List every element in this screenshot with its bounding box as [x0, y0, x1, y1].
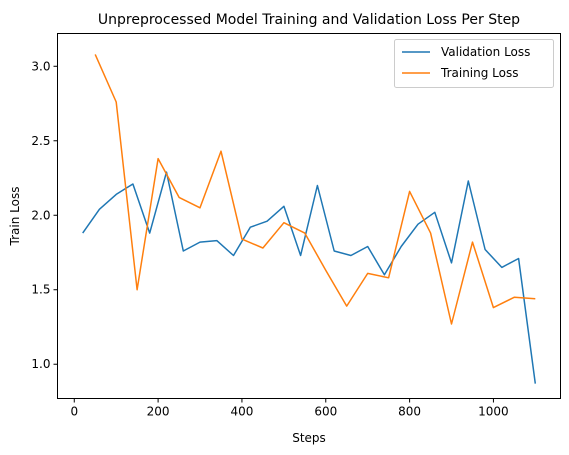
- x-axis-label: Steps: [292, 431, 326, 445]
- chart-title: Unpreprocessed Model Training and Valida…: [98, 12, 520, 28]
- legend-box: [394, 39, 554, 88]
- y-tick-label: 1.0: [31, 357, 50, 371]
- y-tick-label: 3.0: [31, 59, 50, 73]
- y-axis-ticks: 1.0 1.5 2.0 2.5 3.0: [31, 59, 58, 371]
- legend-label-validation: Validation Loss: [441, 45, 530, 59]
- y-axis-label: Train Loss: [8, 187, 22, 247]
- x-tick-label: 600: [314, 405, 337, 419]
- y-tick-label: 2.0: [31, 208, 50, 222]
- series-lines: [82, 54, 537, 384]
- legend: Validation Loss Training Loss: [394, 39, 554, 88]
- x-axis-ticks: 0 200 400 600 800 1000: [70, 398, 509, 419]
- plot-area: [57, 33, 561, 399]
- x-tick-label: 0: [70, 405, 78, 419]
- y-tick-label: 1.5: [31, 283, 50, 297]
- x-tick-label: 400: [230, 405, 253, 419]
- legend-label-training: Training Loss: [440, 66, 518, 80]
- series-line-validation-loss: [82, 171, 537, 384]
- plot-frame: [57, 33, 561, 399]
- x-tick-label: 1000: [478, 405, 509, 419]
- y-tick-label: 2.5: [31, 134, 50, 148]
- x-tick-label: 200: [147, 405, 170, 419]
- x-tick-label: 800: [398, 405, 421, 419]
- series-line-training-loss: [94, 54, 536, 325]
